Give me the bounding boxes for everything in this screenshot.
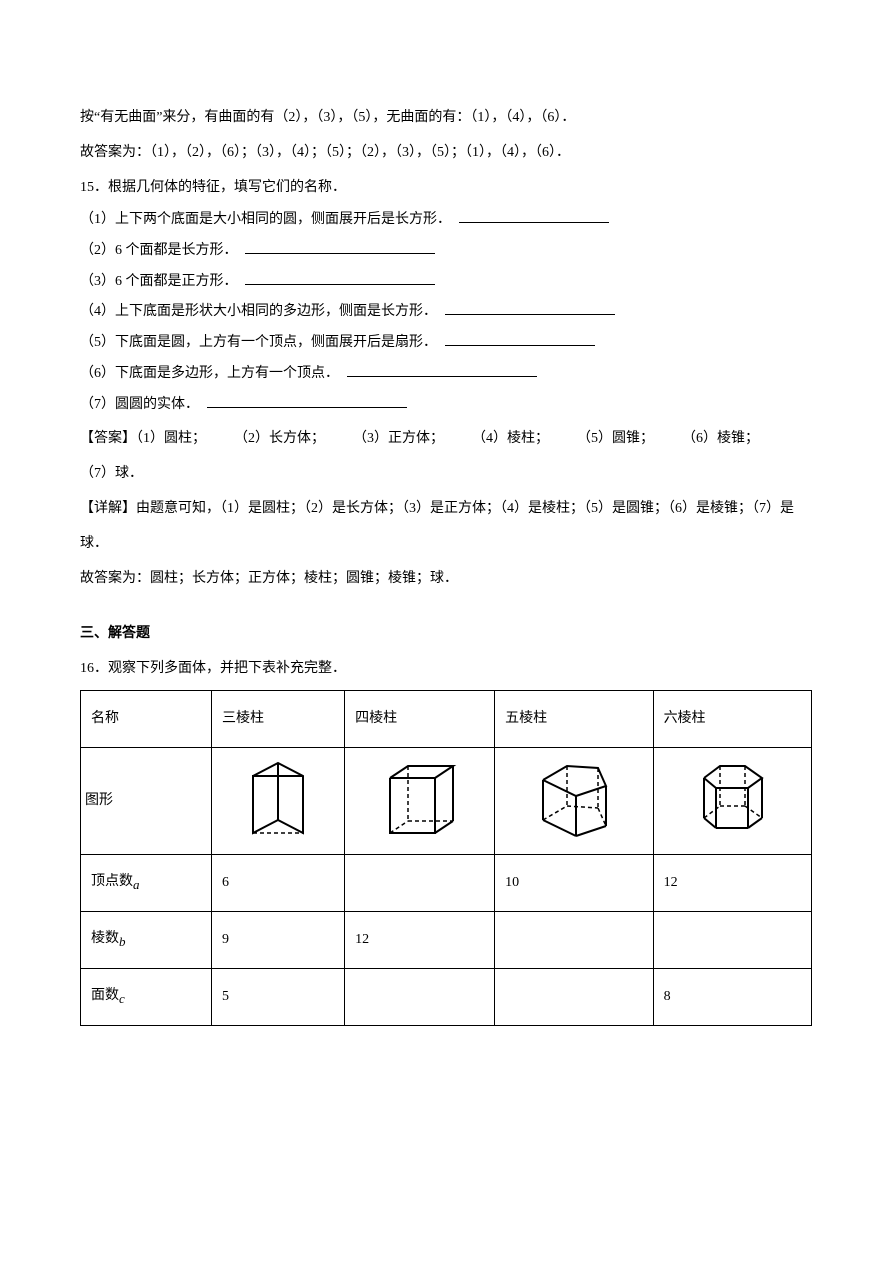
q15-item-3-text: （3）6 个面都是正方形． [80,274,238,289]
vertices-hexa: 12 [653,854,811,911]
answer-text: （1）圆柱； （2）长方体； （3）正方体； （4）棱柱； （5）圆锥； （6）… [80,431,787,481]
edges-quad: 12 [345,911,495,968]
edges-penta[interactable] [495,911,653,968]
answer-label: 【答案】 [80,431,136,446]
th-quad: 四棱柱 [345,690,495,747]
row-label-edges: 棱数b [81,911,212,968]
faces-penta[interactable] [495,968,653,1025]
vertices-quad[interactable] [345,854,495,911]
vertices-sub: a [133,877,140,892]
faces-tri: 5 [212,968,345,1025]
hexagonal-prism-icon [690,758,775,843]
triangular-prism-icon [243,758,313,843]
section-3-title: 三、解答题 [80,616,812,651]
q15-blank-4[interactable] [445,298,615,316]
th-name: 名称 [81,690,212,747]
q15-item-6-text: （6）下底面是多边形，上方有一个顶点． [80,366,339,381]
table-vertices-row: 顶点数a 6 10 12 [81,854,812,911]
q15-item-2: （2）6 个面都是长方形． [80,236,812,267]
row-label-faces: 面数c [81,968,212,1025]
detail-text-1: 由题意可知，（1）是圆柱；（2）是长方体；（3）是正方体；（4）是棱柱；（5）是… [80,501,794,551]
detail-label: 【详解】 [80,501,136,516]
edges-sub: b [119,934,126,949]
th-tri: 三棱柱 [212,690,345,747]
faces-quad[interactable] [345,968,495,1025]
row-label-shape: 图形 [81,747,212,854]
row-label-vertices: 顶点数a [81,854,212,911]
faces-hexa: 8 [653,968,811,1025]
q15-detail-2: 故答案为：圆柱；长方体；正方体；棱柱；圆锥；棱锥；球． [80,561,812,596]
vertices-penta: 10 [495,854,653,911]
edges-label-text: 棱数 [91,931,119,946]
prism-table: 名称 三棱柱 四棱柱 五棱柱 六棱柱 图形 [80,690,812,1026]
quadrangular-prism-icon [380,758,460,843]
th-penta: 五棱柱 [495,690,653,747]
q15-blank-2[interactable] [245,236,435,254]
table-header-row: 名称 三棱柱 四棱柱 五棱柱 六棱柱 [81,690,812,747]
shape-quadrangular-prism [345,747,495,854]
shape-triangular-prism [212,747,345,854]
faces-label-text: 面数 [91,988,119,1003]
q15-blank-3[interactable] [245,267,435,285]
q15-item-3: （3）6 个面都是正方形． [80,267,812,298]
q15-item-6: （6）下底面是多边形，上方有一个顶点． [80,359,812,390]
table-edges-row: 棱数b 9 12 [81,911,812,968]
th-hexa: 六棱柱 [653,690,811,747]
q15-item-1: （1）上下两个底面是大小相同的圆，侧面展开后是长方形． [80,205,812,236]
edges-hexa[interactable] [653,911,811,968]
table-image-row: 图形 [81,747,812,854]
intro-line-1: 按“有无曲面”来分，有曲面的有（2），（3），（5），无曲面的有：（1），（4）… [80,100,812,135]
shape-pentagonal-prism [495,747,653,854]
q15-item-4-text: （4）上下底面是形状大小相同的多边形，侧面是长方形． [80,304,437,319]
q15-blank-1[interactable] [459,205,609,223]
q15-item-1-text: （1）上下两个底面是大小相同的圆，侧面展开后是长方形． [80,212,451,227]
q15-blank-5[interactable] [445,328,595,346]
pentagonal-prism-icon [531,758,616,843]
q15-answer: 【答案】（1）圆柱； （2）长方体； （3）正方体； （4）棱柱； （5）圆锥；… [80,421,812,491]
q15-detail-1: 【详解】由题意可知，（1）是圆柱；（2）是长方体；（3）是正方体；（4）是棱柱；… [80,491,812,561]
q15-item-5: （5）下底面是圆，上方有一个顶点，侧面展开后是扇形． [80,328,812,359]
q15-stem: 15．根据几何体的特征，填写它们的名称． [80,170,812,205]
faces-sub: c [119,991,125,1006]
vertices-label-text: 顶点数 [91,874,133,889]
vertices-tri: 6 [212,854,345,911]
intro-line-2: 故答案为：（1），（2），（6）；（3），（4）；（5）；（2），（3），（5）… [80,135,812,170]
q15-item-5-text: （5）下底面是圆，上方有一个顶点，侧面展开后是扇形． [80,335,437,350]
q15-item-7: （7）圆圆的实体． [80,390,812,421]
q15-item-7-text: （7）圆圆的实体． [80,397,199,412]
shape-hexagonal-prism [653,747,811,854]
q15-blank-7[interactable] [207,390,407,408]
q16-stem: 16．观察下列多面体，并把下表补充完整． [80,651,812,686]
q15-blank-6[interactable] [347,359,537,377]
q15-item-4: （4）上下底面是形状大小相同的多边形，侧面是长方形． [80,297,812,328]
q15-item-2-text: （2）6 个面都是长方形． [80,243,238,258]
table-faces-row: 面数c 5 8 [81,968,812,1025]
edges-tri: 9 [212,911,345,968]
